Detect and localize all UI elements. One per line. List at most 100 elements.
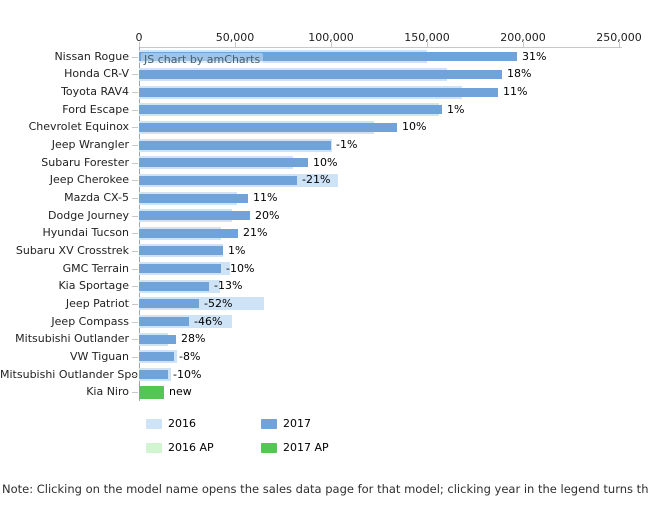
- model-name-link[interactable]: Mitsubishi Outlander Sport: [0, 367, 147, 381]
- model-name-link[interactable]: Jeep Patriot: [65, 296, 129, 310]
- bar-2017: [139, 352, 174, 362]
- category-axis-tick-mark: [132, 180, 138, 181]
- bar-2017: [139, 281, 209, 291]
- model-name-link[interactable]: Mazda CX-5: [64, 191, 129, 205]
- change-percent-label: 20%: [255, 208, 280, 222]
- model-name-link[interactable]: Jeep Wrangler: [51, 138, 129, 152]
- category-axis-tick-mark: [132, 110, 138, 111]
- model-name-link[interactable]: VW Tiguan: [69, 349, 129, 363]
- category-axis-tick-mark: [132, 304, 138, 305]
- category-axis-tick-mark: [132, 269, 138, 270]
- category-axis-tick-mark: [132, 57, 138, 58]
- change-percent-label: -13%: [214, 279, 243, 293]
- legend-swatch: [146, 418, 162, 429]
- legend-item-2016[interactable]: 2016: [146, 417, 196, 430]
- legend-swatch: [146, 442, 162, 453]
- category-axis-tick-mark: [132, 357, 138, 358]
- value-axis-tick-mark: [235, 42, 236, 48]
- legend-swatch: [261, 442, 277, 453]
- model-name-link[interactable]: Jeep Cherokee: [49, 173, 129, 187]
- bar-2017: [139, 69, 502, 79]
- value-axis-tick-mark: [523, 42, 524, 48]
- model-name-link[interactable]: GMC Terrain: [62, 261, 129, 275]
- change-percent-label: -10%: [173, 367, 202, 381]
- category-axis-tick-mark: [132, 198, 138, 199]
- bar-2017: [139, 52, 517, 62]
- bar-2017-ap: [139, 385, 164, 399]
- value-axis-tick-label: 150,000: [404, 31, 450, 44]
- amcharts-watermark-link[interactable]: JS chart by amCharts: [141, 53, 264, 66]
- category-axis-tick-mark: [132, 233, 138, 234]
- change-percent-label: new: [169, 385, 192, 399]
- model-name-link[interactable]: Toyota RAV4: [61, 85, 129, 99]
- model-name-link[interactable]: Mitsubishi Outlander: [15, 332, 129, 346]
- change-percent-label: 1%: [228, 243, 246, 257]
- category-axis-tick-mark: [132, 286, 138, 287]
- bar-2017: [139, 87, 498, 97]
- bar-2017: [139, 122, 397, 132]
- bar-2017: [139, 317, 189, 327]
- bar-2017: [139, 246, 223, 256]
- model-name-link[interactable]: Hyundai Tucson: [42, 226, 129, 240]
- footnote-text: Note: Clicking on the model name opens t…: [2, 482, 648, 496]
- value-axis-line: [139, 47, 622, 48]
- bar-2017: [139, 175, 297, 185]
- change-percent-label: 21%: [243, 226, 268, 240]
- change-percent-label: 11%: [253, 191, 278, 205]
- change-percent-label: -8%: [179, 349, 201, 363]
- model-name-link[interactable]: Ford Escape: [62, 102, 129, 116]
- value-axis-tick-mark: [619, 42, 620, 48]
- model-name-link[interactable]: Subaru Forester: [41, 155, 129, 169]
- model-name-link[interactable]: Subaru XV Crosstrek: [15, 243, 129, 257]
- bar-2017: [139, 299, 199, 309]
- model-name-link[interactable]: Kia Niro: [86, 385, 129, 399]
- model-name-link[interactable]: Chevrolet Equinox: [28, 120, 129, 134]
- change-percent-label: 18%: [507, 67, 532, 81]
- bar-2017: [139, 105, 442, 115]
- value-axis-tick-label: 0: [135, 31, 143, 44]
- category-axis-tick-mark: [132, 251, 138, 252]
- legend-item-2016-ap[interactable]: 2016 AP: [146, 441, 214, 454]
- legend-label: 2017 AP: [283, 441, 329, 454]
- legend-label: 2016 AP: [168, 441, 214, 454]
- category-axis-tick-mark: [132, 145, 138, 146]
- category-axis-tick-mark: [132, 216, 138, 217]
- category-axis-tick-mark: [132, 392, 138, 393]
- legend-label: 2017: [283, 417, 311, 430]
- legend-item-2017-ap[interactable]: 2017 AP: [261, 441, 329, 454]
- change-percent-label: 10%: [402, 120, 427, 134]
- model-name-link[interactable]: Nissan Rogue: [54, 49, 129, 63]
- change-percent-label: 11%: [503, 85, 528, 99]
- model-name-link[interactable]: Honda CR-V: [64, 67, 129, 81]
- value-axis-tick-mark: [331, 42, 332, 48]
- category-axis-tick-mark: [132, 74, 138, 75]
- change-percent-label: -52%: [204, 296, 233, 310]
- change-percent-label: -21%: [302, 173, 331, 187]
- category-axis-tick-mark: [132, 322, 138, 323]
- model-name-link[interactable]: Dodge Journey: [48, 208, 129, 222]
- bar-2017: [139, 370, 168, 380]
- bar-2017: [139, 193, 248, 203]
- legend-swatch: [261, 418, 277, 429]
- model-name-link[interactable]: Kia Sportage: [58, 279, 129, 293]
- change-percent-label: 28%: [181, 332, 206, 346]
- category-axis-tick-mark: [132, 339, 138, 340]
- value-axis-tick-label: 100,000: [308, 31, 354, 44]
- legend-item-2017[interactable]: 2017: [261, 417, 311, 430]
- value-axis-tick-label: 200,000: [500, 31, 546, 44]
- value-axis-tick-label: 50,000: [215, 31, 255, 44]
- bar-2017: [139, 158, 308, 168]
- change-percent-label: -10%: [226, 261, 255, 275]
- value-axis-tick-mark: [139, 42, 140, 48]
- value-axis-tick-mark: [427, 42, 428, 48]
- change-percent-label: 10%: [313, 155, 338, 169]
- legend-label: 2016: [168, 417, 196, 430]
- bar-2017: [139, 334, 176, 344]
- change-percent-label: -46%: [194, 314, 223, 328]
- change-percent-label: 31%: [522, 49, 547, 63]
- category-axis-tick-mark: [132, 92, 138, 93]
- value-axis-tick-label: 250,000: [596, 31, 642, 44]
- model-name-link[interactable]: Jeep Compass: [51, 314, 129, 328]
- bar-2017: [139, 140, 331, 150]
